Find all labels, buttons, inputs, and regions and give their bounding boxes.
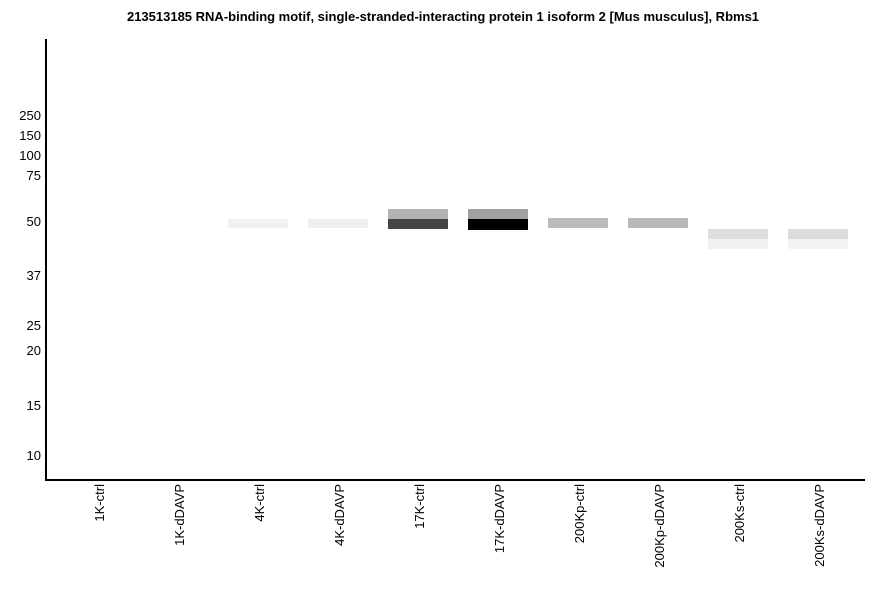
y-axis-line [45,39,47,481]
band-segment [388,219,448,229]
y-tick-label: 20 [26,343,41,358]
lane-label: 200Kp-dDAVP [652,484,667,568]
lane-label: 17K-dDAVP [492,484,507,554]
lane-label: 200Ks-ctrl [732,484,747,543]
y-tick-label: 250 [19,108,41,123]
y-tick-label: 15 [26,398,41,413]
band-segment [228,219,288,228]
band-segment [788,229,848,239]
lane-label: 4K-ctrl [252,484,267,522]
band-segment [708,229,768,239]
band-segment [788,239,848,249]
y-tick-label: 100 [19,148,41,163]
lane-label: 200Ks-dDAVP [812,484,827,567]
band-segment [548,218,608,228]
lane-label: 17K-ctrl [412,484,427,529]
y-tick-label: 150 [19,128,41,143]
band-segment [708,239,768,249]
chart-title: 213513185 RNA-binding motif, single-stra… [126,9,760,24]
x-axis-line [45,479,865,481]
lane-label: 4K-dDAVP [332,484,347,546]
y-tick-label: 25 [26,318,41,333]
band-segment [388,209,448,219]
band-segment [308,219,368,228]
band-segment [628,218,688,228]
lane-label: 1K-dDAVP [172,484,187,546]
y-tick-label: 10 [26,448,41,463]
y-tick-label: 75 [26,168,41,183]
y-tick-label: 37 [26,268,41,283]
lane-label: 1K-ctrl [92,484,107,522]
y-tick-label: 50 [26,214,41,229]
band-segment [468,219,528,230]
lane-label: 200Kp-ctrl [572,484,587,544]
band-segment [468,209,528,219]
